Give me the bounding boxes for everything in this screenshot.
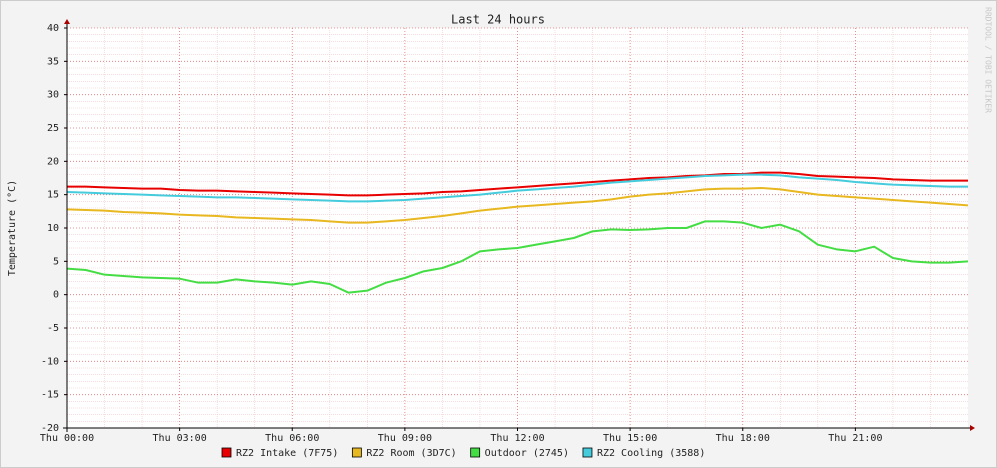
y-tick-label: 10 bbox=[47, 223, 59, 234]
y-tick-label: 20 bbox=[47, 156, 59, 167]
y-tick-label: 40 bbox=[47, 23, 59, 34]
x-tick-label: Thu 18:00 bbox=[716, 433, 770, 444]
y-tick-label: 0 bbox=[53, 290, 59, 301]
y-tick-label: 30 bbox=[47, 90, 59, 101]
legend-label: Outdoor (2745) bbox=[485, 448, 569, 459]
y-tick-label: -20 bbox=[41, 423, 59, 434]
legend-swatch bbox=[351, 447, 362, 458]
lines bbox=[66, 171, 969, 294]
x-tick-label: Thu 00:00 bbox=[40, 433, 94, 444]
series-line bbox=[66, 173, 968, 203]
y-tick-label: 25 bbox=[47, 123, 59, 134]
x-tick-label: Thu 09:00 bbox=[378, 433, 432, 444]
x-tick-label: Thu 15:00 bbox=[603, 433, 657, 444]
y-axis-arrow bbox=[64, 19, 70, 24]
y-tick-label: 5 bbox=[53, 256, 59, 267]
y-tick-label: -15 bbox=[41, 390, 59, 401]
series-line bbox=[66, 187, 969, 224]
legend-label: RZ2 Room (3D7C) bbox=[366, 448, 456, 459]
y-tick-label: -5 bbox=[47, 323, 59, 334]
series-line bbox=[67, 171, 968, 197]
y-axis-label: Temperature (°C) bbox=[7, 180, 18, 276]
x-tick-label: Thu 06:00 bbox=[265, 433, 319, 444]
legend-swatch bbox=[470, 447, 481, 458]
y-tick-label: 35 bbox=[47, 56, 59, 67]
grid bbox=[64, 27, 968, 431]
series-line bbox=[66, 220, 969, 294]
legend-swatch bbox=[221, 447, 232, 458]
watermark: RRDTOOL / TOBI OETIKER bbox=[984, 7, 993, 113]
x-axis-arrow bbox=[970, 425, 975, 431]
x-tick-label: Thu 12:00 bbox=[490, 433, 544, 444]
legend-label: RZ2 Cooling (3588) bbox=[597, 448, 705, 459]
x-tick-label: Thu 21:00 bbox=[828, 433, 882, 444]
chart-title: Last 24 hours bbox=[451, 13, 545, 27]
y-tick-label: 15 bbox=[47, 190, 59, 201]
legend-swatch bbox=[582, 447, 593, 458]
x-tick-label: Thu 03:00 bbox=[153, 433, 207, 444]
legend: RZ2 Intake (7F75) RZ2 Room (3D7C) Outdoor … bbox=[221, 447, 705, 459]
y-tick-label: -10 bbox=[41, 356, 59, 367]
legend-label: RZ2 Intake (7F75) bbox=[236, 448, 338, 459]
